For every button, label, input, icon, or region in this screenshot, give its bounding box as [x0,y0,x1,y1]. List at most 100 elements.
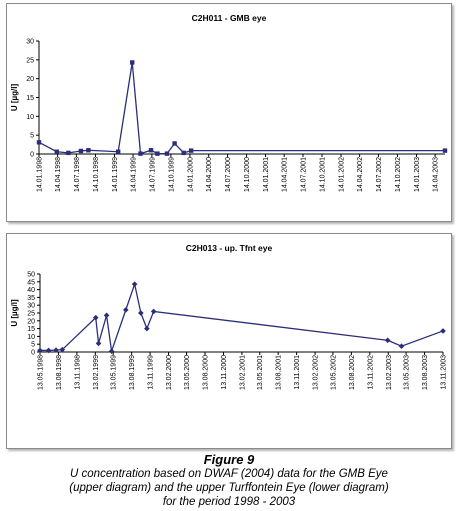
data-point [78,148,84,154]
x-tick-label: 14.10.1998 [93,157,100,192]
chart-title: C2H011 - GMB eye [192,13,267,23]
y-tick-label: 35 [27,295,35,302]
data-point [130,60,135,65]
data-point [144,325,150,332]
data-point [164,151,170,156]
x-tick-label: 13.02.2001 [239,355,246,390]
y-tick-label: 25 [27,311,35,318]
x-tick-label: 14.01.2002 [339,157,346,192]
chart-panel-up-tfnt-eye: C2H013 - up. Tfnt eye U [µg/l] 0 5 10 15 20 25 3… [6,233,452,449]
x-tick-label: 14.07.2002 [376,157,383,192]
x-tick-label: 14.07.2000 [225,157,232,192]
caption-line: for the period 1998 - 2003 [162,496,296,508]
data-point [131,281,138,287]
caption-line: U concentration based on DWAF (2004) dat… [70,468,388,480]
y-tick-label: 0 [30,152,34,159]
chart-title: C2H013 - up. Tfnt eye [186,243,273,253]
y-axis-label: U [µg/l] [10,299,19,327]
x-tick-label: 13.05.2002 [330,355,337,390]
chart-panel-gmb-eye: C2H011 - GMB eye U [µg/l] 0 5 10 15 20 25 30 14.0… [6,3,452,222]
chart-gmb-eye: C2H011 - GMB eye U [µg/l] 0 5 10 15 20 25 30 14.0… [10,13,448,192]
x-tick-label: 13.11.2000 [221,355,228,390]
figure-caption: U concentration based on DWAF (2004) dat… [0,467,458,509]
x-tick-label: 13.05.2000 [184,355,191,390]
x-tick-label: 13.02.1999 [93,355,100,390]
figure-label: Figure 9 [203,452,255,467]
y-tick-label: 45 [27,279,35,286]
x-tick-label: 13.08.2003 [422,355,429,390]
data-point [54,149,59,154]
x-tick-label: 13.05.2003 [404,355,411,390]
y-tick-label: 20 [26,76,34,83]
data-point [181,150,186,156]
x-tick-label: 13.08.2002 [349,355,356,390]
y-tick-label: 0 [31,350,35,357]
x-tick-label: 14.04.2001 [282,157,289,192]
data-point [115,149,121,154]
x-tick-label: 14.04.2003 [433,157,440,192]
x-tick-label: 14.04.2002 [357,157,364,192]
data-point [440,328,446,334]
data-point [384,337,391,344]
data-point [148,148,154,153]
data-point [66,150,71,156]
x-tick-label: 13.08.2000 [203,355,210,390]
x-tick-label: 14.04.1998 [55,157,62,192]
x-tick-label: 14.01.2001 [263,157,270,192]
y-tick-label: 10 [27,334,35,341]
y-tick-label: 5 [31,342,35,349]
data-point [92,314,99,321]
data-point [398,343,405,350]
x-tick-label: 14.10.1999 [168,157,175,192]
x-tick-label: 13.11.2001 [294,355,301,390]
y-tick-label: 15 [26,95,34,102]
data-point [108,348,115,355]
data-point [442,148,448,153]
x-tick-label: 14.07.2001 [300,157,307,192]
data-point [59,346,66,353]
y-tick-label: 40 [27,287,35,294]
data-point [123,307,129,313]
data-point [150,308,157,315]
x-tick-label: 14.10.2002 [395,157,402,192]
x-tick-label: 13.08.2001 [276,355,283,390]
x-tick-label: 14.10.2001 [320,157,327,192]
x-tick-label: 14.07.1999 [149,157,156,192]
data-point [172,141,177,146]
x-tick-label: 14.01.1998 [37,157,44,192]
x-tick-label: 13.02.2000 [166,355,173,390]
y-axis-label: U [µg/l] [10,84,19,112]
caption-line: (upper diagram) and the upper Turffontei… [69,482,389,494]
x-tick-label: 13.05.1998 [38,355,45,390]
series-line [38,62,445,155]
data-point [36,140,42,145]
x-tick-label: 13.08.1998 [56,355,63,390]
x-tick-label: 13.11.2002 [367,355,374,390]
data-point [37,347,43,354]
data-point [155,151,160,156]
data-point [138,151,143,156]
x-tick-label: 14.07.1998 [74,157,81,192]
y-tick-label: 15 [27,326,35,333]
series-line [40,281,444,352]
data-point [103,312,110,319]
x-tick-label: 13.02.2003 [386,355,393,390]
x-tick-label: 13.11.1998 [74,355,81,390]
y-tick-label: 5 [30,133,34,140]
x-tick-label: 13.11.1999 [148,355,155,390]
x-tick-label: 13.05.2001 [257,355,264,390]
y-tick-label: 50 [27,272,35,279]
data-point [45,347,52,354]
data-point [95,340,102,347]
data-point [138,310,144,316]
y-tick-label: 30 [26,39,34,46]
y-tick-label: 30 [27,303,35,310]
x-tick-label: 14.04.1999 [131,157,138,192]
x-tick-label: 13.05.1999 [111,355,118,390]
x-tick-label: 14.04.2000 [206,157,213,192]
x-tick-label: 14.10.2000 [244,157,251,192]
x-tick-label: 13.11.2003 [441,355,448,390]
y-tick-label: 10 [26,114,34,121]
data-point [188,148,194,153]
